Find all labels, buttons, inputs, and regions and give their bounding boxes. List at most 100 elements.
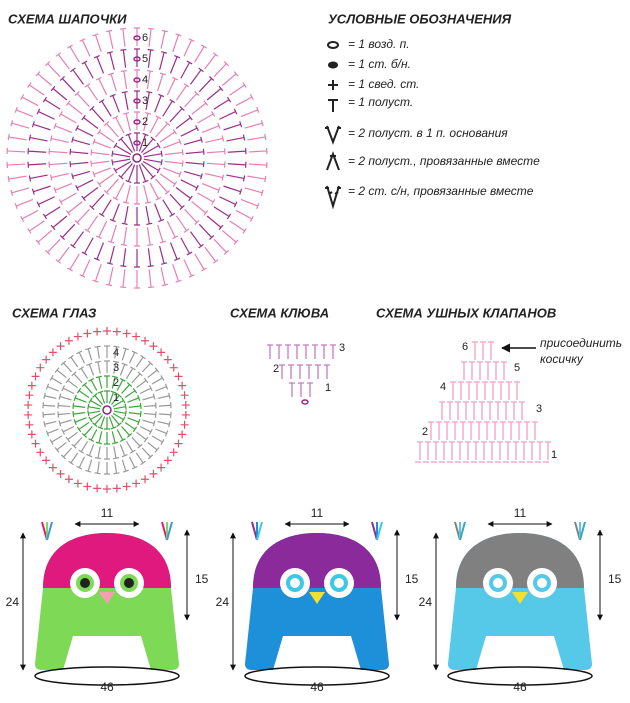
legend-item: = 1 полуст. bbox=[348, 95, 413, 109]
stitch bbox=[474, 381, 480, 400]
ear-flap-note: присоединить bbox=[540, 336, 622, 350]
stitch bbox=[157, 224, 166, 244]
stitch bbox=[104, 390, 110, 403]
stitch bbox=[54, 367, 67, 379]
stitch bbox=[7, 133, 27, 141]
stitch bbox=[24, 410, 33, 419]
stitch bbox=[120, 69, 128, 89]
stitch bbox=[178, 381, 187, 390]
stitch bbox=[96, 173, 115, 187]
stitch bbox=[143, 112, 152, 131]
stitch bbox=[148, 27, 155, 47]
stitch bbox=[425, 441, 431, 460]
stitch bbox=[452, 421, 458, 440]
stitch bbox=[104, 375, 110, 388]
stitch bbox=[104, 432, 110, 445]
stitch bbox=[78, 441, 89, 454]
stitch bbox=[88, 377, 98, 391]
stitch bbox=[109, 93, 120, 113]
stitch bbox=[219, 108, 238, 120]
stitch bbox=[27, 381, 36, 390]
stitch bbox=[70, 231, 84, 249]
stitch bbox=[169, 193, 185, 210]
stitch bbox=[54, 441, 67, 453]
stitch bbox=[55, 246, 70, 264]
stitch bbox=[108, 224, 117, 244]
row-number: 5 bbox=[142, 53, 148, 65]
stitch bbox=[78, 366, 89, 379]
center-ring bbox=[102, 405, 112, 415]
dimension-label: 11 bbox=[311, 506, 324, 520]
stitch bbox=[73, 332, 82, 341]
stitch bbox=[60, 447, 73, 460]
stitch bbox=[104, 447, 110, 460]
beak-scheme-title: СХЕМА КЛЮВА bbox=[230, 305, 329, 320]
stitch bbox=[36, 448, 45, 457]
stitch bbox=[118, 162, 133, 180]
stitch bbox=[104, 345, 110, 358]
stitch bbox=[136, 431, 149, 443]
hat: 11 15 24 46 bbox=[6, 506, 209, 694]
stitch bbox=[141, 475, 150, 484]
stitch bbox=[521, 441, 527, 460]
stitch bbox=[480, 341, 486, 360]
stitch bbox=[125, 164, 136, 184]
stitch bbox=[185, 161, 205, 168]
stitch bbox=[492, 421, 498, 440]
stitch bbox=[45, 428, 59, 437]
stitch bbox=[104, 417, 110, 430]
stitch bbox=[285, 344, 291, 359]
stitch bbox=[125, 366, 136, 379]
stitch bbox=[112, 115, 125, 134]
stitch bbox=[121, 459, 129, 473]
stitch bbox=[162, 167, 182, 178]
stitch bbox=[97, 416, 106, 430]
stitch bbox=[206, 85, 224, 101]
stitch bbox=[205, 172, 225, 181]
hat-top bbox=[43, 533, 171, 588]
stitch bbox=[468, 421, 474, 440]
chain-stitch bbox=[133, 77, 141, 83]
stitch bbox=[31, 121, 51, 131]
row-number: 3 bbox=[142, 95, 148, 107]
stitch bbox=[76, 350, 85, 364]
stitch bbox=[106, 51, 115, 71]
stitch bbox=[505, 441, 511, 460]
stitch bbox=[444, 421, 450, 440]
stitch bbox=[139, 385, 153, 395]
stitch bbox=[6, 147, 26, 154]
stitch bbox=[151, 435, 165, 445]
stitch bbox=[120, 48, 127, 68]
stitch bbox=[112, 412, 126, 423]
stitch bbox=[74, 91, 90, 108]
stitch bbox=[7, 175, 27, 183]
stitch bbox=[85, 347, 93, 361]
stitch bbox=[477, 361, 483, 380]
dimension-label: 46 bbox=[513, 680, 527, 694]
stitch bbox=[83, 329, 92, 338]
stitch bbox=[487, 401, 493, 420]
stitch bbox=[64, 475, 73, 484]
legend-symbols bbox=[325, 41, 341, 210]
stitch bbox=[545, 441, 551, 460]
stitch bbox=[142, 160, 161, 174]
stitch bbox=[532, 421, 538, 440]
stitch bbox=[81, 114, 99, 129]
stitch bbox=[48, 161, 68, 168]
stitch bbox=[428, 421, 434, 440]
stitch bbox=[157, 348, 166, 357]
stitch bbox=[27, 161, 47, 168]
stitch bbox=[122, 329, 131, 338]
stitch bbox=[109, 203, 120, 223]
stitch bbox=[155, 178, 171, 195]
stitch bbox=[472, 341, 478, 360]
stitch bbox=[61, 425, 75, 435]
legend-item: = 2 полуст. в 1 п. основания bbox=[348, 126, 508, 140]
stitch bbox=[201, 183, 221, 194]
stitch bbox=[181, 401, 190, 410]
stitch bbox=[132, 332, 141, 341]
stitch bbox=[42, 456, 51, 465]
stitch bbox=[69, 161, 89, 168]
stitch bbox=[484, 421, 490, 440]
stitch bbox=[61, 385, 75, 395]
